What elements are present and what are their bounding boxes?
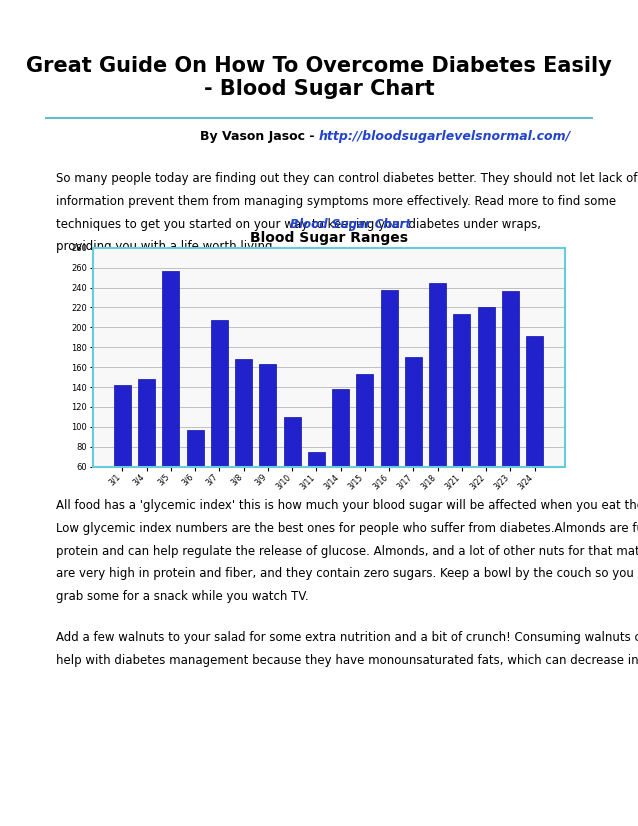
Bar xyxy=(405,357,422,526)
Bar xyxy=(114,385,131,526)
Bar xyxy=(211,320,228,526)
Bar xyxy=(163,271,179,526)
Bar xyxy=(478,307,494,526)
Text: Great Guide On How To Overcome Diabetes Easily
- Blood Sugar Chart: Great Guide On How To Overcome Diabetes … xyxy=(26,56,612,99)
Bar xyxy=(260,364,276,526)
Text: techniques to get you started on your way to keeping your diabetes under wraps,: techniques to get you started on your wa… xyxy=(56,217,544,230)
Bar xyxy=(138,379,155,526)
Text: are very high in protein and fiber, and they contain zero sugars. Keep a bowl by: are very high in protein and fiber, and … xyxy=(56,567,638,580)
Bar xyxy=(526,336,543,526)
Text: information prevent them from managing symptoms more effectively. Read more to f: information prevent them from managing s… xyxy=(56,195,616,208)
Bar xyxy=(187,430,204,526)
Bar xyxy=(502,291,519,526)
Bar xyxy=(381,290,397,526)
Text: protein and can help regulate the release of glucose. Almonds, and a lot of othe: protein and can help regulate the releas… xyxy=(56,544,638,558)
Text: providing you with a life worth living.: providing you with a life worth living. xyxy=(56,240,276,253)
Text: Blood Sugar Chart: Blood Sugar Chart xyxy=(290,217,412,230)
Text: So many people today are finding out they can control diabetes better. They shou: So many people today are finding out the… xyxy=(56,173,637,186)
Text: help with diabetes management because they have monounsaturated fats, which can : help with diabetes management because th… xyxy=(56,653,638,667)
Text: http://bloodsugarlevelsnormal.com/: http://bloodsugarlevelsnormal.com/ xyxy=(319,131,571,144)
Text: grab some for a snack while you watch TV.: grab some for a snack while you watch TV… xyxy=(56,590,308,603)
Bar xyxy=(284,417,300,526)
Bar xyxy=(357,374,373,526)
Text: Add a few walnuts to your salad for some extra nutrition and a bit of crunch! Co: Add a few walnuts to your salad for some… xyxy=(56,631,638,644)
Bar xyxy=(235,359,252,526)
Bar xyxy=(332,389,349,526)
Text: By Vason Jasoc -: By Vason Jasoc - xyxy=(200,131,319,144)
Text: All food has a 'glycemic index' this is how much your blood sugar will be affect: All food has a 'glycemic index' this is … xyxy=(56,500,638,512)
Text: Low glycemic index numbers are the best ones for people who suffer from diabetes: Low glycemic index numbers are the best … xyxy=(56,522,638,535)
Bar xyxy=(429,282,446,526)
Bar xyxy=(454,315,470,526)
Title: Blood Sugar Ranges: Blood Sugar Ranges xyxy=(249,231,408,245)
Bar xyxy=(308,452,325,526)
